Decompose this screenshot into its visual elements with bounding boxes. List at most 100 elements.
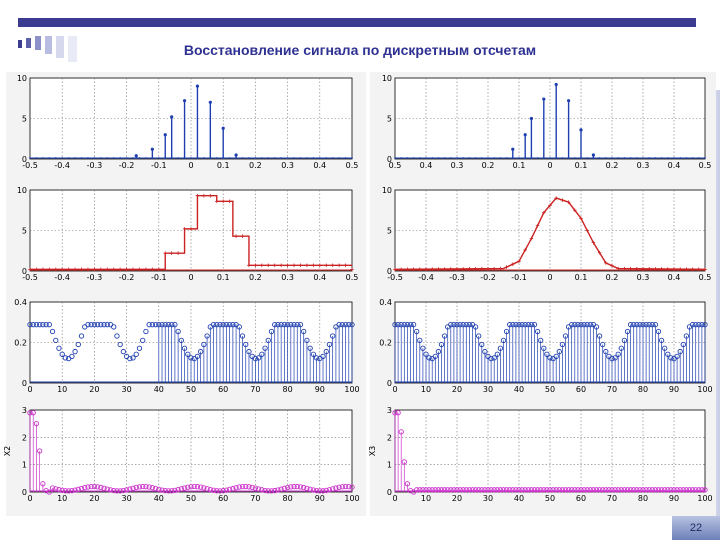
stem-marker [420,487,426,493]
stem-marker [175,328,181,335]
stem-marker [542,97,546,101]
x-tick-label: 0 [547,161,552,170]
stem-marker [454,322,460,328]
stem-marker [668,487,674,493]
stem-marker [491,355,497,361]
stem-marker [272,487,278,494]
x-tick-label: 0.2 [606,273,619,282]
stem-marker [600,341,606,348]
x-tick-label: 0.4 [420,161,433,170]
stem-marker [259,487,265,493]
baseline-marker [468,157,471,159]
baseline-marker [666,157,669,159]
stem-marker [156,322,162,328]
slide-title: Восстановление сигнала по дискретным отс… [183,42,537,58]
baseline-marker [248,157,250,159]
stem-marker [46,489,52,495]
stem-marker [127,486,133,492]
plus-marker [659,267,664,271]
baseline-marker [280,157,283,159]
stem-marker [69,488,75,494]
stem-marker [85,322,91,328]
stem-marker [349,484,355,490]
baseline-marker [119,157,122,159]
y-tick-label: 0 [387,267,392,276]
plus-marker [208,193,213,198]
stem-marker [75,341,81,348]
stem-marker [53,486,59,492]
stem-marker [230,322,236,328]
plus-marker [221,199,225,204]
plus-marker [260,263,264,268]
y-axis-label: X3 [368,446,377,457]
baseline-marker [697,157,700,159]
stem-marker [596,487,603,493]
stem-marker [291,483,297,490]
stem-marker [143,328,149,335]
stem-marker [565,487,572,493]
x-tick-label: 60 [576,494,586,503]
stem-marker [307,345,313,351]
y-tick-label: 10 [17,186,27,195]
stem-marker [140,483,146,490]
baseline-marker [679,157,682,159]
stem-marker [693,322,699,328]
stem-marker [204,486,210,492]
baseline-marker [635,157,638,159]
stem-marker [104,486,110,492]
stem-marker [485,487,491,493]
stem-marker [702,322,708,328]
x-tick-label: 0.3 [281,273,294,282]
stem-marker [674,353,680,360]
x-tick-label: 70 [250,494,260,503]
stem-marker [603,348,609,355]
stem-marker [615,487,621,493]
x-tick-label: -0.2 [119,273,135,282]
stem-marker [562,333,569,339]
baseline-marker [555,157,558,159]
stem-marker [463,322,469,328]
plus-marker [430,267,434,271]
baseline-marker [462,157,465,159]
stem-marker [572,322,578,328]
stem-marker [252,355,259,362]
stem-marker [414,487,420,493]
stem-marker [317,488,323,494]
stem-marker [281,485,288,491]
stem-marker [43,487,49,494]
stem-marker [182,99,187,103]
stem-marker [127,355,133,362]
baseline-marker [536,157,539,159]
x-tick-label: 0.3 [281,161,294,170]
stem-marker [569,487,575,493]
stem-marker [569,322,575,328]
plus-marker [163,251,168,255]
baseline-marker [74,157,76,159]
plus-marker [111,267,116,272]
stem-marker [554,82,558,87]
baseline-marker [338,157,341,159]
page-number: 22 [672,516,720,540]
x-tick-label: 10 [421,494,431,503]
baseline-marker [431,157,434,159]
baseline-marker [61,157,64,159]
stem-marker [69,353,75,360]
stem-marker [75,486,81,492]
stem-marker [163,133,167,137]
stem-marker [30,410,36,416]
y-tick-label: 3 [22,406,27,415]
plus-marker [195,193,200,198]
y-tick-label: 0 [22,379,27,388]
stem-marker [497,345,504,351]
stem-marker [236,484,242,490]
baseline-marker [586,157,589,159]
x-tick-label: -0.3 [87,161,103,170]
stem-marker [278,486,284,492]
x-tick-label: -0.4 [418,273,434,282]
stem-marker [643,322,649,328]
stem-marker [392,410,398,416]
baseline-marker [437,157,440,159]
stem-marker [451,322,457,328]
plus-marker [247,263,251,268]
plus-marker [641,267,645,271]
